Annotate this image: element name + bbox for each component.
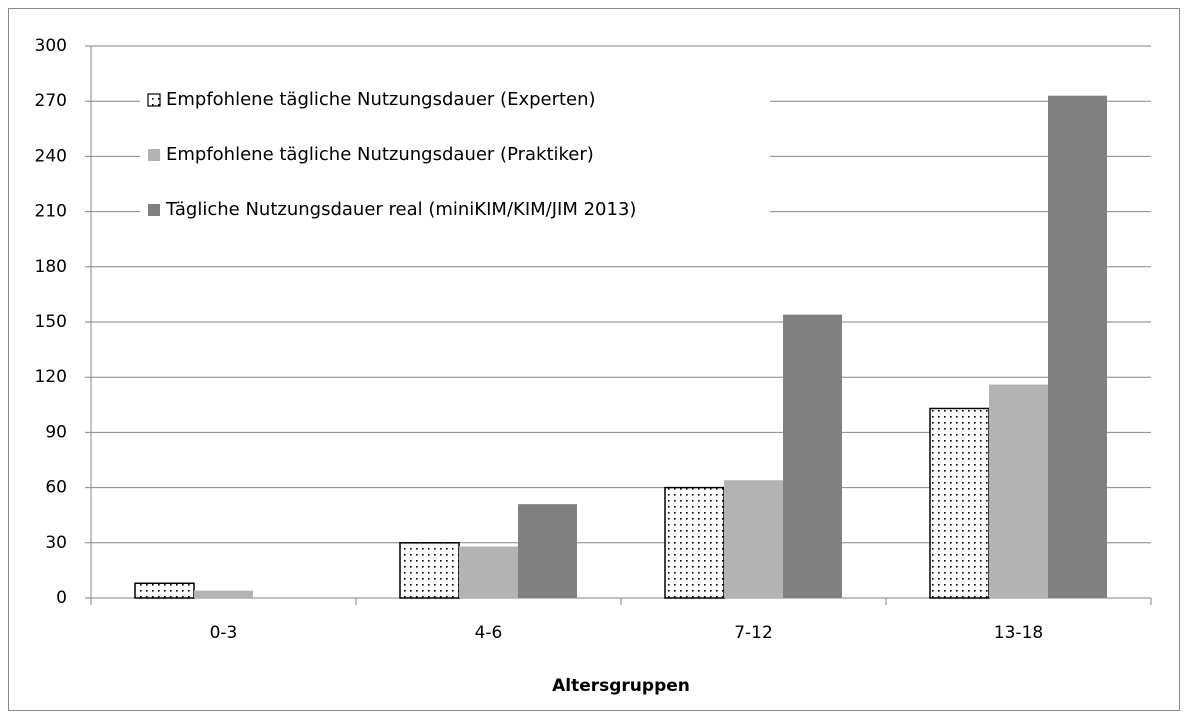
legend-label: Tägliche Nutzungsdauer real (miniKIM/KIM… xyxy=(165,199,636,220)
y-tick-label: 300 xyxy=(35,36,67,56)
y-tick-label: 90 xyxy=(45,422,67,442)
legend-swatch xyxy=(148,204,160,216)
bar xyxy=(989,384,1048,598)
x-tick-label: 0-3 xyxy=(210,623,238,643)
bar xyxy=(518,504,577,598)
y-tick-label: 0 xyxy=(56,588,67,608)
legend-swatch xyxy=(147,93,161,107)
y-tick-label: 120 xyxy=(35,367,67,387)
y-tick-label: 60 xyxy=(45,478,67,498)
bar xyxy=(724,480,783,598)
y-tick-label: 150 xyxy=(35,312,67,332)
bar xyxy=(399,542,460,599)
bar xyxy=(783,314,842,598)
y-tick-label: 180 xyxy=(35,257,67,277)
x-tick-label: 4-6 xyxy=(475,623,503,643)
bar xyxy=(194,590,253,598)
y-tick-label: 30 xyxy=(45,533,67,553)
x-tick-label: 7-12 xyxy=(734,623,773,643)
bar xyxy=(664,486,725,599)
y-tick-label: 240 xyxy=(35,146,67,166)
x-tick-label: 13-18 xyxy=(994,623,1043,643)
legend-label: Empfohlene tägliche Nutzungsdauer (Exper… xyxy=(166,89,596,110)
y-tick-label: 270 xyxy=(35,91,67,111)
bar xyxy=(459,546,518,598)
legend-swatch xyxy=(148,149,160,161)
legend-background xyxy=(140,80,770,232)
x-axis-label: Altersgruppen xyxy=(552,676,690,696)
bar xyxy=(1048,95,1107,599)
y-tick-label: 210 xyxy=(35,202,67,222)
legend-label: Empfohlene tägliche Nutzungsdauer (Prakt… xyxy=(166,144,594,165)
bar xyxy=(134,582,195,599)
bar xyxy=(929,407,990,599)
